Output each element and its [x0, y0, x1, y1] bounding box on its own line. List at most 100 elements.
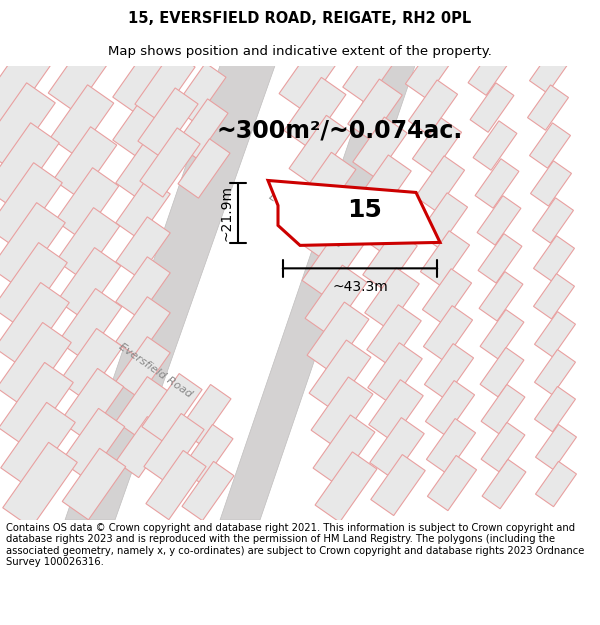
Polygon shape [365, 268, 419, 329]
Polygon shape [113, 95, 167, 156]
Polygon shape [480, 309, 524, 359]
Polygon shape [363, 230, 417, 291]
Polygon shape [279, 41, 341, 111]
Polygon shape [116, 337, 170, 398]
Polygon shape [313, 415, 375, 485]
Text: Eversfield Road: Eversfield Road [266, 191, 344, 249]
Polygon shape [182, 461, 234, 521]
Polygon shape [424, 344, 473, 399]
Polygon shape [418, 192, 467, 248]
Polygon shape [65, 66, 275, 520]
Polygon shape [116, 297, 170, 358]
Polygon shape [535, 386, 575, 432]
Polygon shape [56, 208, 120, 279]
Polygon shape [113, 52, 167, 113]
Polygon shape [311, 377, 373, 448]
Text: ~300m²/~0.074ac.: ~300m²/~0.074ac. [217, 119, 463, 142]
Polygon shape [59, 329, 123, 400]
Polygon shape [116, 178, 170, 239]
Text: ~21.9m: ~21.9m [219, 185, 233, 241]
Polygon shape [0, 162, 62, 248]
Polygon shape [533, 274, 574, 319]
Polygon shape [176, 99, 228, 158]
Polygon shape [427, 456, 476, 511]
Polygon shape [178, 139, 230, 198]
Polygon shape [309, 340, 371, 411]
Polygon shape [284, 78, 346, 148]
Polygon shape [478, 234, 522, 283]
Polygon shape [421, 231, 470, 286]
Polygon shape [0, 242, 67, 328]
Polygon shape [138, 88, 198, 157]
Polygon shape [0, 43, 52, 128]
Text: 15: 15 [347, 198, 382, 222]
Polygon shape [3, 442, 77, 528]
Polygon shape [50, 85, 114, 156]
Polygon shape [409, 80, 458, 135]
Polygon shape [307, 302, 369, 372]
Polygon shape [369, 379, 423, 441]
Polygon shape [480, 348, 524, 397]
Polygon shape [477, 196, 521, 245]
Polygon shape [527, 85, 568, 130]
Polygon shape [268, 181, 440, 246]
Polygon shape [367, 305, 421, 366]
Polygon shape [135, 51, 195, 120]
Polygon shape [475, 159, 519, 208]
Polygon shape [220, 66, 415, 520]
Polygon shape [530, 161, 571, 206]
Polygon shape [415, 156, 464, 211]
Text: Map shows position and indicative extent of the property.: Map shows position and indicative extent… [108, 45, 492, 58]
Polygon shape [536, 424, 577, 470]
Polygon shape [58, 289, 122, 360]
Polygon shape [60, 368, 124, 440]
Text: 15, EVERSFIELD ROAD, REIGATE, RH2 0PL: 15, EVERSFIELD ROAD, REIGATE, RH2 0PL [128, 11, 472, 26]
Polygon shape [536, 461, 577, 507]
Polygon shape [535, 349, 575, 395]
Polygon shape [482, 459, 526, 509]
Polygon shape [406, 43, 455, 98]
Polygon shape [62, 448, 126, 520]
Polygon shape [425, 381, 475, 436]
Polygon shape [481, 384, 525, 434]
Polygon shape [1, 402, 75, 488]
Polygon shape [424, 306, 473, 361]
Polygon shape [0, 82, 55, 168]
Polygon shape [179, 384, 231, 444]
Polygon shape [299, 189, 361, 259]
Polygon shape [533, 198, 574, 243]
Polygon shape [315, 452, 377, 522]
Polygon shape [0, 282, 69, 368]
Polygon shape [357, 155, 411, 216]
Polygon shape [348, 79, 402, 140]
Polygon shape [0, 322, 71, 408]
Polygon shape [473, 121, 517, 170]
Polygon shape [370, 418, 424, 479]
Polygon shape [289, 116, 351, 186]
Polygon shape [142, 374, 202, 442]
Polygon shape [422, 269, 472, 324]
Polygon shape [116, 217, 170, 278]
Polygon shape [116, 377, 170, 438]
Polygon shape [530, 123, 571, 168]
Text: ~43.3m: ~43.3m [332, 281, 388, 294]
Polygon shape [116, 257, 170, 318]
Polygon shape [412, 118, 461, 173]
Polygon shape [470, 83, 514, 132]
Text: Eversfield Road: Eversfield Road [116, 341, 194, 399]
Polygon shape [343, 42, 397, 103]
Text: Contains OS data © Crown copyright and database right 2021. This information is : Contains OS data © Crown copyright and d… [6, 522, 584, 568]
Polygon shape [144, 414, 204, 482]
Polygon shape [533, 236, 574, 281]
Polygon shape [0, 202, 65, 288]
Polygon shape [48, 40, 112, 111]
Polygon shape [53, 127, 117, 198]
Polygon shape [305, 265, 367, 336]
Polygon shape [371, 454, 425, 516]
Polygon shape [181, 424, 233, 484]
Polygon shape [479, 272, 523, 321]
Polygon shape [481, 422, 525, 472]
Polygon shape [360, 192, 414, 253]
Polygon shape [427, 419, 476, 474]
Polygon shape [55, 168, 119, 239]
